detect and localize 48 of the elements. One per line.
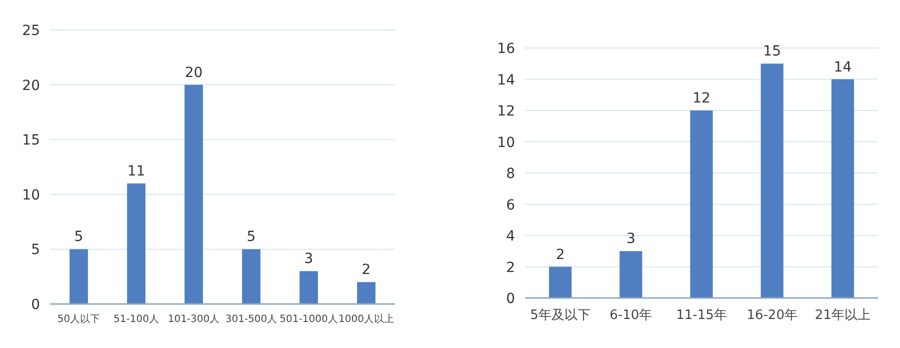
x-tick-label: 16-20年 bbox=[746, 308, 798, 323]
bar bbox=[184, 84, 203, 304]
bar bbox=[357, 282, 376, 304]
data-label: 3 bbox=[626, 231, 636, 248]
y-tick-label: 10 bbox=[22, 187, 40, 204]
y-tick-label: 0 bbox=[506, 291, 515, 307]
data-label: 5 bbox=[246, 229, 256, 246]
y-tick-label: 4 bbox=[506, 228, 516, 244]
data-label: 20 bbox=[184, 64, 203, 81]
y-tick-label: 25 bbox=[22, 23, 40, 39]
data-label: 15 bbox=[763, 44, 782, 60]
data-label: 2 bbox=[362, 262, 371, 278]
x-tick-label: 501-1000人 bbox=[280, 314, 338, 325]
y-tick-label: 12 bbox=[497, 104, 515, 120]
x-tick-label: 6-10年 bbox=[610, 308, 652, 323]
bar bbox=[127, 183, 146, 304]
data-label: 3 bbox=[304, 251, 314, 268]
bar bbox=[70, 249, 88, 304]
bar bbox=[242, 249, 260, 304]
data-label: 2 bbox=[556, 246, 565, 263]
y-tick-label: 2 bbox=[506, 260, 515, 276]
data-label: 14 bbox=[834, 59, 852, 76]
y-tick-label: 14 bbox=[497, 72, 516, 88]
data-label: 12 bbox=[692, 90, 710, 106]
x-tick-label: 5年及以下 bbox=[530, 308, 590, 323]
y-tick-label: 0 bbox=[31, 297, 40, 313]
bar bbox=[760, 64, 784, 298]
data-label: 11 bbox=[127, 163, 146, 180]
x-tick-label: 11-15年 bbox=[676, 308, 727, 323]
bar bbox=[620, 251, 642, 298]
bar bbox=[300, 271, 318, 304]
x-tick-label: 101-300人 bbox=[168, 314, 220, 325]
bar bbox=[549, 266, 572, 298]
y-tick-label: 20 bbox=[22, 78, 40, 94]
y-tick-label: 8 bbox=[506, 166, 515, 182]
bar bbox=[690, 110, 713, 298]
y-tick-label: 16 bbox=[497, 41, 516, 57]
y-tick-label: 5 bbox=[31, 242, 40, 258]
data-label: 5 bbox=[74, 229, 84, 246]
x-tick-label: 50人以下 bbox=[57, 313, 100, 325]
y-tick-label: 6 bbox=[506, 197, 516, 214]
bar bbox=[831, 79, 854, 298]
x-tick-label: 21年以上 bbox=[814, 308, 870, 323]
x-tick-label: 51-100人 bbox=[114, 314, 159, 325]
x-tick-label: 301-500人 bbox=[225, 314, 278, 325]
y-tick-label: 10 bbox=[497, 134, 515, 151]
y-tick-label: 15 bbox=[22, 132, 40, 149]
x-tick-label: 1000人以上 bbox=[338, 313, 394, 325]
